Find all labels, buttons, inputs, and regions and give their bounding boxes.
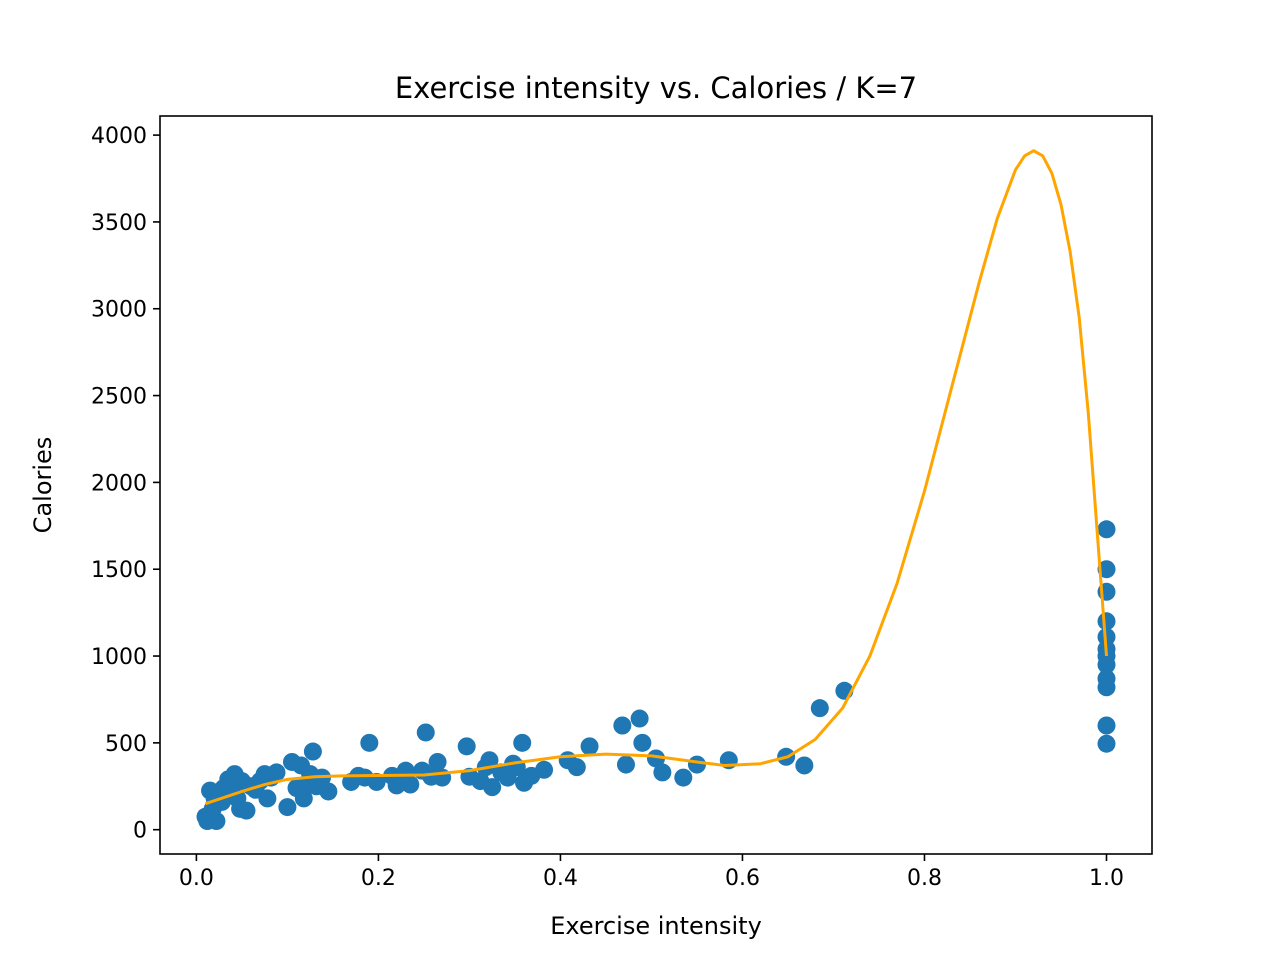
data-point [207,812,226,831]
data-point [513,733,532,752]
y-tick-label: 2500 [91,385,147,410]
data-point [687,755,706,774]
data-point [1097,560,1116,579]
y-axis: 0 500 1000 1500 2000 2500 3000 3500 4000 [91,124,160,844]
y-axis-label: Calories [29,437,57,534]
chart-title: Exercise intensity vs. Calories / K=7 [395,71,917,105]
y-tick-label: 0 [133,819,147,844]
y-tick-label: 3500 [91,211,147,236]
data-point [387,776,406,795]
plot-background [160,116,1152,854]
data-point [483,778,502,797]
x-axis-label: Exercise intensity [550,912,762,940]
x-tick-label: 0.8 [907,866,942,891]
data-point [480,751,499,770]
data-point [567,758,586,777]
y-tick-label: 4000 [91,124,147,149]
data-point [647,749,665,768]
data-point [630,709,649,728]
data-point [267,763,286,782]
fit-curve-series [205,149,1108,806]
x-tick-label: 0.6 [725,866,760,891]
data-point [428,752,447,771]
data-point [303,742,322,761]
data-point [613,716,632,735]
data-point [674,768,693,787]
x-tick-label: 0.2 [361,866,396,891]
data-point [1097,655,1116,674]
data-point [457,737,476,756]
fit-curve-line [205,149,1108,806]
data-point [278,798,297,817]
data-point [653,763,672,782]
data-point [535,760,554,779]
data-point [795,756,814,775]
x-axis: 0.0 0.2 0.4 0.6 0.8 1.0 [179,854,1124,891]
data-point [1097,678,1116,697]
data-point [258,789,277,808]
plot-frame [159,115,1153,855]
x-tick-label: 0.0 [179,866,214,891]
data-point [1097,612,1116,631]
y-tick-label: 2000 [91,471,147,496]
data-point [633,733,652,752]
data-point [294,789,313,808]
data-point [401,775,420,794]
y-tick-label: 3000 [91,298,147,323]
data-point [1097,716,1116,735]
data-point [616,755,635,774]
x-tick-label: 0.4 [543,866,578,891]
y-tick-label: 1500 [91,558,147,583]
data-point [416,723,435,742]
data-point [367,772,386,791]
data-point [1097,520,1116,539]
y-tick-label: 1000 [91,645,147,670]
data-point [237,801,256,820]
data-point [810,699,829,718]
y-tick-label: 500 [105,732,147,757]
data-point [1097,734,1116,753]
data-point [580,737,599,756]
data-point [319,782,338,801]
data-point [360,733,379,752]
x-tick-label: 1.0 [1089,866,1124,891]
